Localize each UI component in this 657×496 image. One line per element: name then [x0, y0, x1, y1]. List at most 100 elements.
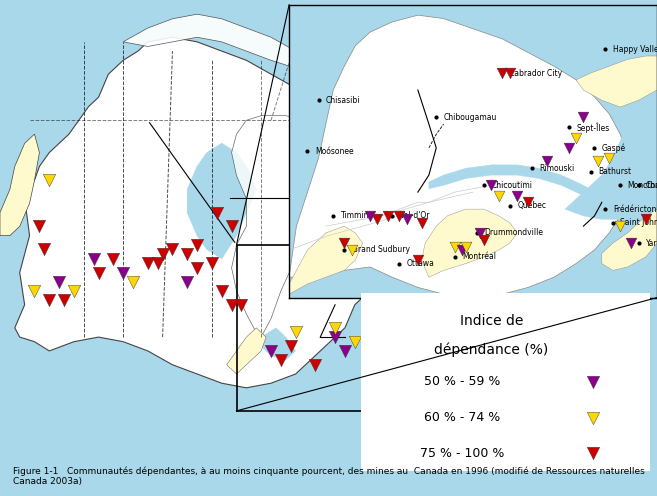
Text: Gaspé: Gaspé [602, 143, 626, 153]
Point [212, 208, 222, 216]
Text: Yarmou: Yarmou [646, 239, 657, 248]
Point [34, 222, 45, 230]
Point [449, 243, 460, 250]
Point [413, 256, 423, 264]
Text: Chibougamau: Chibougamau [443, 113, 497, 122]
Text: Moósonee: Moósonee [315, 147, 353, 156]
Text: Chisasibi: Chisasibi [326, 96, 361, 105]
Text: Frédéricton: Frédéricton [613, 205, 656, 214]
Point [604, 154, 614, 162]
Point [626, 239, 637, 247]
Polygon shape [289, 46, 326, 107]
Point [226, 222, 237, 230]
Text: 60 % - 74 %: 60 % - 74 % [424, 411, 501, 424]
Point [143, 259, 153, 267]
Point [633, 182, 644, 189]
Point [93, 268, 104, 276]
Point [505, 202, 515, 210]
Point [523, 198, 533, 206]
Text: Indice de: Indice de [460, 314, 523, 328]
Point [578, 113, 589, 121]
Point [127, 278, 139, 286]
Text: Moncton: Moncton [627, 181, 657, 190]
Polygon shape [345, 199, 374, 282]
Point [339, 239, 350, 247]
Point [417, 219, 427, 227]
Point [633, 239, 644, 247]
Point [486, 182, 497, 189]
Point [493, 191, 504, 199]
Point [457, 246, 467, 254]
Point [372, 215, 382, 223]
Point [206, 259, 217, 267]
Point [217, 287, 227, 295]
Point [587, 449, 598, 457]
Point [350, 338, 360, 346]
Text: Grand Sudbury: Grand Sudbury [351, 246, 409, 254]
Text: Ottawa: Ottawa [407, 259, 435, 268]
Point [615, 222, 625, 230]
Point [44, 296, 55, 304]
Text: Val-d'Or: Val-d'Or [399, 211, 430, 220]
Point [310, 361, 321, 369]
Point [497, 69, 508, 77]
Point [600, 45, 611, 53]
Point [330, 333, 340, 341]
Polygon shape [565, 90, 657, 219]
Point [394, 259, 405, 267]
Polygon shape [227, 328, 266, 374]
Point [328, 212, 338, 220]
Point [302, 147, 313, 155]
Point [226, 301, 237, 309]
Point [59, 296, 70, 304]
Point [237, 301, 247, 309]
Point [365, 212, 375, 220]
Point [472, 229, 482, 237]
Point [431, 113, 442, 121]
Point [30, 287, 40, 295]
Polygon shape [602, 209, 657, 270]
Point [118, 268, 129, 276]
Point [54, 278, 64, 286]
Point [505, 69, 515, 77]
Point [571, 134, 581, 142]
Point [108, 255, 119, 263]
Point [346, 246, 357, 254]
Point [608, 219, 618, 227]
Point [313, 96, 324, 104]
Point [587, 378, 598, 386]
Point [497, 69, 508, 77]
Point [39, 246, 49, 253]
Point [527, 164, 537, 172]
Point [564, 144, 574, 152]
Text: Cha: Cha [646, 181, 657, 190]
Polygon shape [289, 226, 363, 294]
Point [587, 414, 598, 422]
Point [330, 324, 340, 332]
Point [192, 264, 202, 272]
Text: Québec: Québec [517, 201, 546, 210]
Point [541, 158, 552, 166]
Point [152, 259, 163, 267]
Text: Drummondville: Drummondville [484, 229, 543, 238]
Polygon shape [261, 328, 296, 360]
Point [383, 212, 394, 220]
Text: dépendance (%): dépendance (%) [434, 343, 549, 357]
Point [290, 328, 301, 336]
Polygon shape [124, 14, 355, 97]
Text: Rimouski: Rimouski [539, 164, 574, 173]
Point [265, 347, 277, 355]
Point [182, 250, 193, 258]
Text: 50 % - 59 %: 50 % - 59 % [424, 375, 501, 388]
Text: Montréal: Montréal [462, 252, 496, 261]
Point [167, 246, 177, 253]
Point [589, 144, 600, 152]
Point [401, 215, 412, 223]
Point [44, 176, 55, 184]
Point [461, 243, 471, 250]
Text: Saint John: Saint John [620, 218, 657, 227]
Point [88, 255, 99, 263]
Point [564, 124, 574, 131]
Point [285, 342, 296, 350]
Point [593, 158, 603, 166]
